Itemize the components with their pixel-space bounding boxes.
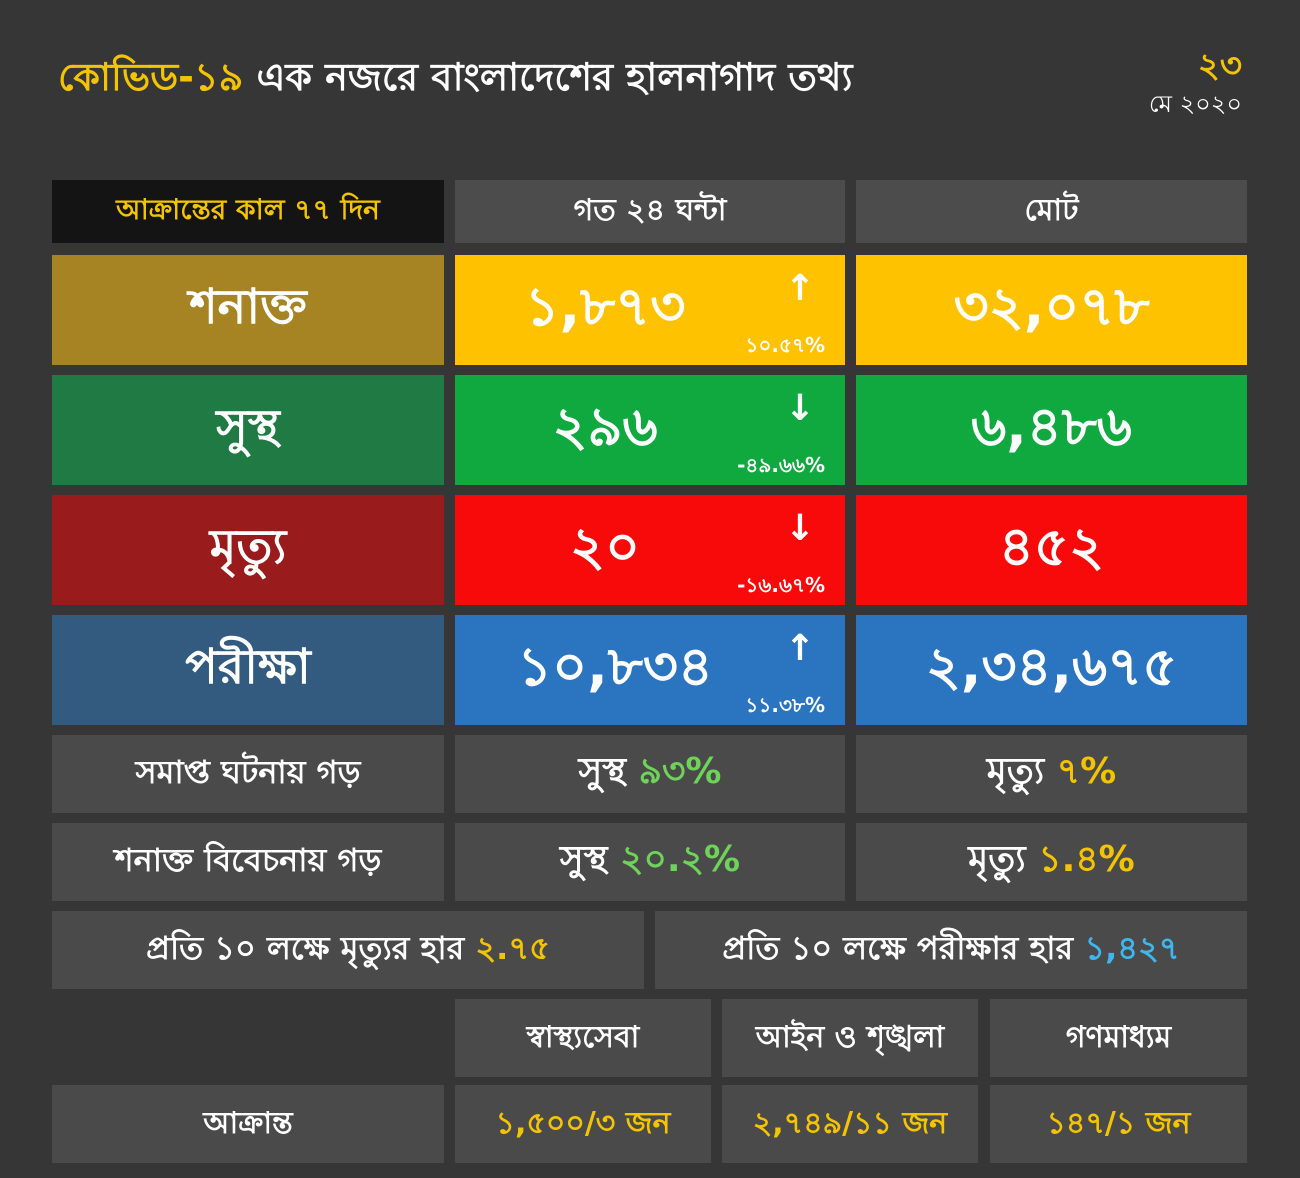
column-header-total: মোট [856,180,1247,243]
row-label-recovered: সুস্থ [52,375,444,485]
death-text: মৃত্যু [986,751,1045,792]
test-rate-label: প্রতি ১০ লক্ষে পরীক্ষার হার [722,929,1074,967]
avg-closed-death: মৃত্যু ৭% [856,735,1247,813]
test-last24-cell: ১০,৮৩৪ ↑ ১১.৩৮% [455,615,845,725]
test-rate-per-million: প্রতি ১০ লক্ষে পরীক্ষার হার ১,৪২৭ [655,911,1247,989]
death-percent: ৭% [1056,751,1117,792]
avg-closed-recovered: সুস্থ ৯৩% [455,735,845,813]
death-text: মৃত্যু [968,839,1026,880]
arrow-down-icon: ↓ [784,388,815,429]
arrow-up-icon: ↑ [784,628,815,669]
detected-last24-value: ১,৮৭৩ [524,275,686,338]
arrow-down-icon: ↓ [784,508,815,549]
death-last24-cell: ২০ ↓ -১৬.৬৭% [455,495,845,605]
recovered-last24-cell: ২৯৬ ↓ -৪৯.৬৬% [455,375,845,485]
title-accent: কোভিড-১৯ [58,55,244,99]
avg-detected-label: শনাক্ত বিবেচনায় গড় [52,823,444,901]
page-title: কোভিড-১৯ এক নজরে বাংলাদেশের হালনাগাদ তথ্… [58,42,1058,112]
death-last24-value: ২০ [569,515,641,578]
arrow-up-icon: ↑ [784,268,815,309]
column-header-last24: গত ২৪ ঘন্টা [455,180,845,243]
test-change: ১১.৩৮% [745,693,825,717]
death-rate-value: ২.৭৫ [475,929,550,967]
death-percent: ১.৪% [1038,839,1135,880]
period-label: আক্রান্তের কাল ৭৭ দিন [52,180,444,243]
detected-change: ১০.৫৭% [745,333,825,357]
infected-row-label: আক্রান্ত [52,1085,444,1163]
death-rate-label: প্রতি ১০ লক্ষে মৃত্যুর হার [146,929,465,967]
avg-detected-recovered: সুস্থ ২০.২% [455,823,845,901]
recovered-percent: ২০.২% [620,839,741,880]
profession-header-health: স্বাস্থ্যসেবা [455,999,711,1077]
test-last24-value: ১০,৮৩৪ [517,635,713,698]
media-infected-value: ১৪৭/১ জন [990,1085,1247,1163]
death-change: -১৬.৬৭% [737,573,825,597]
law-infected-value: ২,৭৪৯/১১ জন [722,1085,978,1163]
profession-header-law: আইন ও শৃঙ্খলা [722,999,978,1077]
recovered-total-value: ৬,৪৮৬ [856,375,1247,485]
recovered-change: -৪৯.৬৬% [737,453,825,477]
test-total-value: ২,৩৪,৬৭৫ [856,615,1247,725]
title-rest: এক নজরে বাংলাদেশের হালনাগাদ তথ্য [256,55,853,99]
death-rate-per-million: প্রতি ১০ লক্ষে মৃত্যুর হার ২.৭৫ [52,911,644,989]
avg-detected-death: মৃত্যু ১.৪% [856,823,1247,901]
recovered-text: সুস্থ [578,751,627,792]
date-day: ২৩ [1197,46,1242,86]
recovered-text: সুস্থ [559,839,608,880]
recovered-percent: ৯৩% [638,751,722,792]
detected-last24-cell: ১,৮৭৩ ↑ ১০.৫৭% [455,255,845,365]
health-infected-value: ১,৫০০/৩ জন [455,1085,711,1163]
date-month-year: মে ২০২০ [1148,90,1242,118]
row-label-detected: শনাক্ত [52,255,444,365]
profession-header-media: গণমাধ্যম [990,999,1247,1077]
death-total-value: ৪৫২ [856,495,1247,605]
row-label-death: মৃত্যু [52,495,444,605]
recovered-last24-value: ২৯৬ [552,395,658,458]
detected-total-value: ৩২,০৭৮ [856,255,1247,365]
row-label-test: পরীক্ষা [52,615,444,725]
avg-closed-cases-label: সমাপ্ত ঘটনায় গড় [52,735,444,813]
test-rate-value: ১,৪২৭ [1084,929,1180,967]
